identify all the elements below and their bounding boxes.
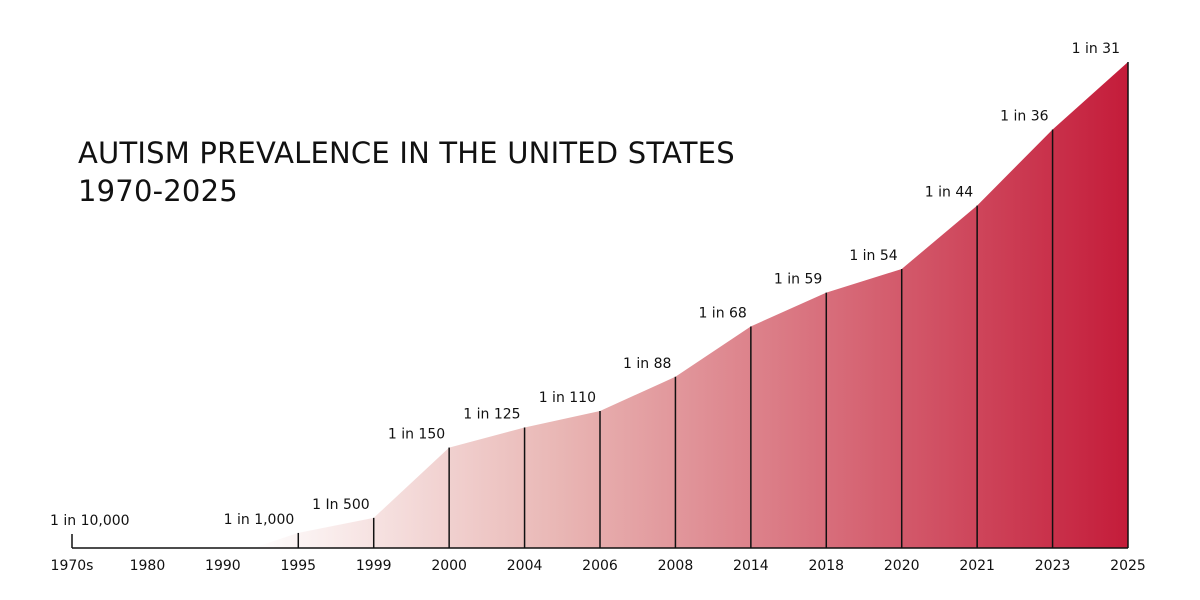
x-tick-label: 2021 xyxy=(959,558,995,574)
x-tick-label: 1970s xyxy=(51,558,94,574)
data-label: 1 in 36 xyxy=(1000,109,1048,125)
area-fill xyxy=(253,62,1128,548)
x-tick-label: 1999 xyxy=(356,558,392,574)
x-tick-label: 2018 xyxy=(808,558,844,574)
x-tick-label: 1990 xyxy=(205,558,241,574)
chart-subtitle: 1970-2025 xyxy=(78,174,238,208)
chart-title-main: AUTISM PREVALENCE IN THE UNITED STATES xyxy=(78,136,735,170)
value-stems xyxy=(71,62,1129,548)
x-tick-label: 1995 xyxy=(280,558,316,574)
data-label: 1 in 68 xyxy=(698,305,746,321)
data-label: 1 In 500 xyxy=(312,497,370,513)
data-label: 1 in 44 xyxy=(925,185,973,201)
data-label: 1 in 59 xyxy=(774,272,822,288)
x-tick-label: 2008 xyxy=(658,558,694,574)
data-label: 1 in 110 xyxy=(539,390,596,406)
x-tick-label: 2006 xyxy=(582,558,618,574)
chart-title: AUTISM PREVALENCE IN THE UNITED STATES 1… xyxy=(78,134,735,210)
data-label: 1 in 125 xyxy=(463,406,520,422)
x-tick-label: 2004 xyxy=(507,558,543,574)
data-label: 1 in 150 xyxy=(388,427,445,443)
data-label: 1 in 54 xyxy=(849,248,897,264)
data-label: 1 in 88 xyxy=(623,356,671,372)
x-tick-label: 2025 xyxy=(1110,558,1146,574)
x-tick-label: 2000 xyxy=(431,558,467,574)
x-axis-ticks: 1970s 1980 1990 1995 1999 2000 2004 2006 2008 201… xyxy=(51,558,1146,574)
x-tick-label: 2020 xyxy=(884,558,920,574)
x-tick-label: 2014 xyxy=(733,558,769,574)
data-labels: 1 in 10,000 1 in 1,000 1 In 500 1 in 150 1 i… xyxy=(50,41,1120,529)
x-tick-label: 2023 xyxy=(1035,558,1071,574)
x-tick-label: 1980 xyxy=(130,558,166,574)
data-label: 1 in 10,000 xyxy=(50,513,130,529)
data-label: 1 in 1,000 xyxy=(224,512,295,528)
data-label: 1 in 31 xyxy=(1072,41,1120,57)
